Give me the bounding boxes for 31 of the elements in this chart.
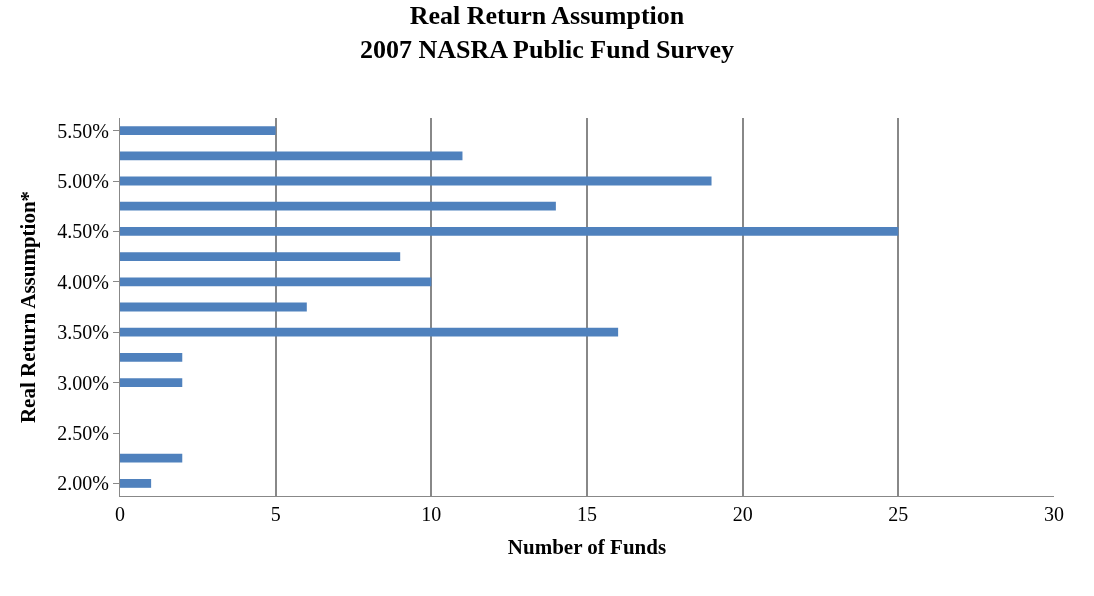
x-tick-label: 5 (270, 503, 281, 525)
bar (120, 478, 152, 488)
bar (120, 176, 712, 186)
y-tick-label: 2.00% (57, 472, 109, 495)
bar (120, 252, 401, 262)
x-tick-label: 25 (888, 503, 909, 525)
bar (120, 378, 183, 388)
x-tick-label: 10 (421, 503, 442, 525)
y-tick-label: 3.00% (57, 371, 109, 394)
x-axis-title: Number of Funds (507, 535, 667, 560)
chart-title: Real Return Assumption 2007 NASRA Public Fund Survey (359, 0, 735, 64)
x-tick-label: 0 (115, 503, 125, 525)
x-tick-label: 15 (577, 503, 597, 525)
bar (120, 453, 183, 463)
y-tick-label: 5.00% (57, 170, 109, 192)
x-tick-label: 20 (732, 503, 753, 525)
bar (120, 352, 183, 362)
bar (120, 302, 307, 312)
y-tick-label: 4.50% (57, 220, 109, 243)
y-tick-label: 2.50% (57, 422, 109, 444)
bar (120, 327, 619, 337)
y-tick-label: 5.50% (57, 119, 109, 142)
bar (120, 201, 556, 211)
bar (120, 277, 432, 287)
bar (120, 226, 899, 236)
bar (120, 151, 463, 161)
y-tick-label: 4.00% (57, 270, 109, 293)
x-tick-label: 30 (1044, 503, 1064, 525)
y-axis-title: Real Return Assumption* (16, 190, 41, 424)
y-tick-label: 3.50% (57, 321, 109, 344)
bar (120, 126, 276, 136)
